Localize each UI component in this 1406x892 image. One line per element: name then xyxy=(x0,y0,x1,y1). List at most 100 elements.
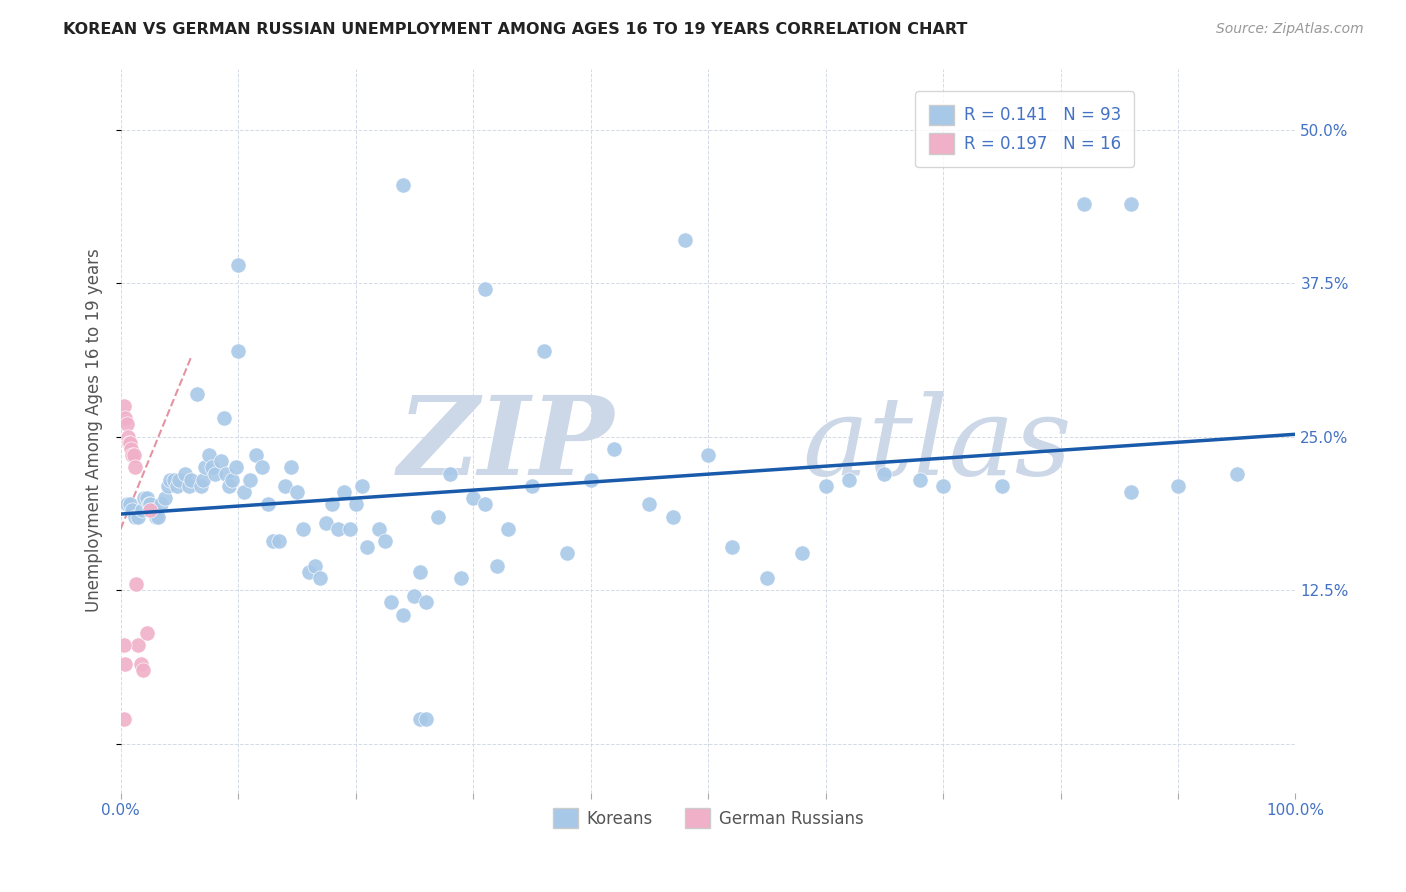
Point xyxy=(209,454,232,468)
Point xyxy=(212,411,235,425)
Point xyxy=(1119,485,1142,500)
Point xyxy=(225,460,247,475)
Point xyxy=(520,479,543,493)
Y-axis label: Unemployment Among Ages 16 to 19 years: Unemployment Among Ages 16 to 19 years xyxy=(86,249,103,613)
Text: KOREAN VS GERMAN RUSSIAN UNEMPLOYMENT AMONG AGES 16 TO 19 YEARS CORRELATION CHAR: KOREAN VS GERMAN RUSSIAN UNEMPLOYMENT AM… xyxy=(63,22,967,37)
Point xyxy=(191,473,214,487)
Point xyxy=(226,258,249,272)
Point xyxy=(134,491,156,505)
Text: Source: ZipAtlas.com: Source: ZipAtlas.com xyxy=(1216,22,1364,37)
Point xyxy=(112,639,135,653)
Point xyxy=(298,565,321,579)
Point xyxy=(245,448,267,462)
Point xyxy=(180,473,202,487)
Point xyxy=(198,448,221,462)
Point xyxy=(269,534,291,549)
Point xyxy=(156,479,179,493)
Point xyxy=(291,522,314,536)
Legend: Koreans, German Russians: Koreans, German Russians xyxy=(546,801,870,835)
Point xyxy=(129,657,152,671)
Point xyxy=(124,509,146,524)
Point xyxy=(120,435,142,450)
Point xyxy=(321,497,343,511)
Point xyxy=(186,386,208,401)
Point xyxy=(450,571,472,585)
Point xyxy=(194,460,217,475)
Point xyxy=(315,516,337,530)
Point xyxy=(120,497,142,511)
Point xyxy=(498,522,520,536)
Point xyxy=(155,491,177,505)
Point xyxy=(166,479,188,493)
Point xyxy=(239,473,262,487)
Point xyxy=(673,233,696,247)
Point xyxy=(177,479,200,493)
Point xyxy=(135,491,157,505)
Point xyxy=(755,571,778,585)
Point xyxy=(139,503,162,517)
Point xyxy=(117,430,139,444)
Text: ZIP: ZIP xyxy=(398,392,614,499)
Point xyxy=(124,460,146,475)
Point xyxy=(201,460,224,475)
Point xyxy=(304,558,326,573)
Point xyxy=(218,479,240,493)
Point xyxy=(1226,467,1249,481)
Point xyxy=(115,497,138,511)
Point xyxy=(990,479,1012,493)
Point xyxy=(226,343,249,358)
Point xyxy=(118,435,141,450)
Point xyxy=(374,534,396,549)
Point xyxy=(1119,196,1142,211)
Point xyxy=(174,467,197,481)
Point xyxy=(169,473,191,487)
Point xyxy=(404,589,426,603)
Point xyxy=(127,639,149,653)
Point xyxy=(112,399,135,413)
Point xyxy=(908,473,931,487)
Point xyxy=(149,497,172,511)
Point xyxy=(391,178,413,193)
Point xyxy=(790,546,813,560)
Point xyxy=(368,522,391,536)
Point xyxy=(662,509,685,524)
Point xyxy=(221,473,243,487)
Point xyxy=(204,467,226,481)
Point xyxy=(344,497,367,511)
Point xyxy=(125,577,148,591)
Text: atlas: atlas xyxy=(801,392,1071,499)
Point xyxy=(274,479,297,493)
Point xyxy=(463,491,485,505)
Point xyxy=(159,473,181,487)
Point xyxy=(720,540,742,554)
Point xyxy=(262,534,284,549)
Point xyxy=(426,509,449,524)
Point xyxy=(121,448,143,462)
Point xyxy=(1167,479,1189,493)
Point xyxy=(215,467,238,481)
Point xyxy=(814,479,837,493)
Point xyxy=(697,448,720,462)
Point xyxy=(309,571,332,585)
Point xyxy=(415,595,437,609)
Point xyxy=(142,503,165,517)
Point xyxy=(326,522,349,536)
Point xyxy=(120,442,142,456)
Point xyxy=(145,509,167,524)
Point xyxy=(135,626,157,640)
Point xyxy=(873,467,896,481)
Point xyxy=(115,417,138,432)
Point xyxy=(132,663,155,677)
Point xyxy=(280,460,302,475)
Point xyxy=(391,607,413,622)
Point xyxy=(339,522,361,536)
Point xyxy=(233,485,256,500)
Point xyxy=(138,497,160,511)
Point xyxy=(838,473,860,487)
Point xyxy=(474,497,496,511)
Point xyxy=(114,657,136,671)
Point xyxy=(127,509,149,524)
Point xyxy=(256,497,278,511)
Point xyxy=(148,509,170,524)
Point xyxy=(932,479,955,493)
